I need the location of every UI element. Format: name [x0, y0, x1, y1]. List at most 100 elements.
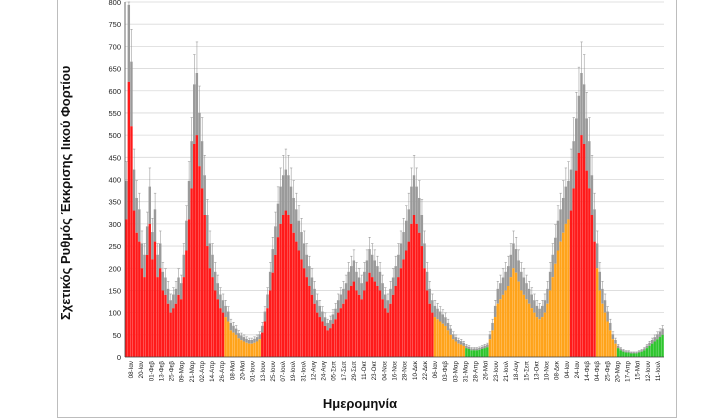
bar — [425, 290, 429, 357]
x-tick-label: 19-Ιουλ — [290, 360, 297, 381]
bar — [514, 272, 518, 357]
bar-upper-band — [433, 305, 437, 318]
bar-upper-band — [261, 325, 264, 333]
bar — [624, 352, 628, 357]
bar-upper-band — [140, 243, 144, 269]
bar — [159, 268, 162, 357]
bar — [370, 277, 374, 357]
bar-upper-band — [339, 294, 342, 309]
bar — [496, 303, 499, 357]
y-tick-label: 0 — [117, 353, 121, 362]
bar — [198, 166, 201, 357]
bar — [284, 210, 288, 357]
bar — [318, 317, 322, 357]
bar-upper-band — [200, 141, 204, 189]
bar-upper-band — [213, 271, 217, 291]
bar-upper-band — [316, 300, 319, 313]
bar-upper-band — [580, 73, 583, 136]
bar-upper-band — [376, 266, 379, 286]
bar — [242, 341, 246, 357]
bar — [381, 299, 384, 357]
bar — [213, 290, 217, 357]
bar-upper-band — [153, 209, 157, 242]
bar-upper-band — [206, 215, 209, 247]
bar-upper-band — [143, 254, 146, 278]
bar — [368, 272, 371, 357]
bar-upper-band — [281, 175, 285, 215]
bar-upper-band — [355, 271, 358, 291]
bar — [310, 294, 314, 357]
bar — [595, 268, 599, 357]
bar — [637, 352, 641, 357]
x-tick-label: 03-Φεβ — [442, 361, 449, 382]
bar-upper-band — [627, 351, 630, 353]
x-tick-label: 20-Ιαν — [138, 361, 145, 378]
bar-upper-band — [384, 294, 387, 309]
bar — [538, 319, 541, 357]
bar-upper-band — [169, 300, 172, 313]
bar — [350, 286, 353, 357]
bar — [614, 343, 617, 357]
y-tick-label: 750 — [108, 20, 121, 29]
bar-upper-band — [614, 339, 617, 344]
bar-upper-band — [653, 337, 656, 342]
bar-upper-band — [533, 300, 536, 313]
x-tick-label: 04-Νοε — [381, 361, 388, 381]
bar-upper-band — [271, 249, 274, 273]
bar — [138, 241, 141, 357]
bar — [140, 268, 144, 357]
bar — [182, 277, 185, 357]
bar — [582, 144, 586, 357]
x-axis-title: Ημερομηνία — [322, 396, 398, 411]
bar — [402, 259, 405, 357]
y-tick-label: 800 — [108, 0, 121, 7]
bar-upper-band — [177, 277, 180, 295]
bar — [454, 341, 458, 357]
bar-upper-band — [444, 317, 447, 326]
bar-upper-band — [263, 311, 267, 322]
bar — [517, 281, 520, 357]
bar — [258, 339, 261, 357]
bar — [169, 312, 172, 357]
bar — [179, 299, 183, 357]
bar-upper-band — [643, 348, 646, 351]
bar-upper-band — [504, 271, 507, 291]
bar-upper-band — [611, 334, 615, 340]
bar — [407, 241, 410, 357]
x-tick-label: 23-Ιουν — [493, 361, 500, 382]
bar-upper-band — [656, 334, 659, 340]
bar — [436, 319, 439, 357]
bar-upper-band — [245, 338, 248, 343]
x-tick-label: 13-Οκτ — [533, 360, 540, 380]
bar — [132, 210, 136, 357]
bar — [208, 268, 212, 357]
bar — [347, 290, 350, 357]
bar — [627, 352, 630, 357]
bar-upper-band — [237, 333, 240, 339]
bar-upper-band — [363, 271, 366, 291]
bar — [619, 350, 622, 357]
bar — [507, 286, 510, 357]
x-tick-label: 10-Δεκ — [412, 360, 419, 380]
y-tick-label: 500 — [108, 131, 121, 140]
bar — [643, 350, 646, 357]
bar — [148, 223, 151, 357]
bar-upper-band — [344, 283, 348, 300]
bar — [187, 219, 191, 357]
bar — [457, 343, 460, 357]
x-tick-label: 23-Οκτ — [371, 360, 378, 380]
bar — [554, 263, 557, 357]
bar-upper-band — [391, 277, 395, 295]
bar — [224, 317, 227, 357]
bar-upper-band — [517, 260, 520, 282]
bar-upper-band — [250, 339, 254, 344]
bar-upper-band — [347, 271, 350, 291]
x-tick-label: 28-Νοε — [402, 361, 409, 381]
bar-upper-band — [478, 347, 481, 350]
bar — [363, 290, 366, 357]
bar — [344, 299, 348, 357]
bar-upper-band — [428, 288, 431, 304]
bar-upper-band — [227, 311, 230, 322]
bar-upper-band — [588, 141, 591, 189]
x-tick-label: 01-Ιουν — [250, 361, 257, 382]
